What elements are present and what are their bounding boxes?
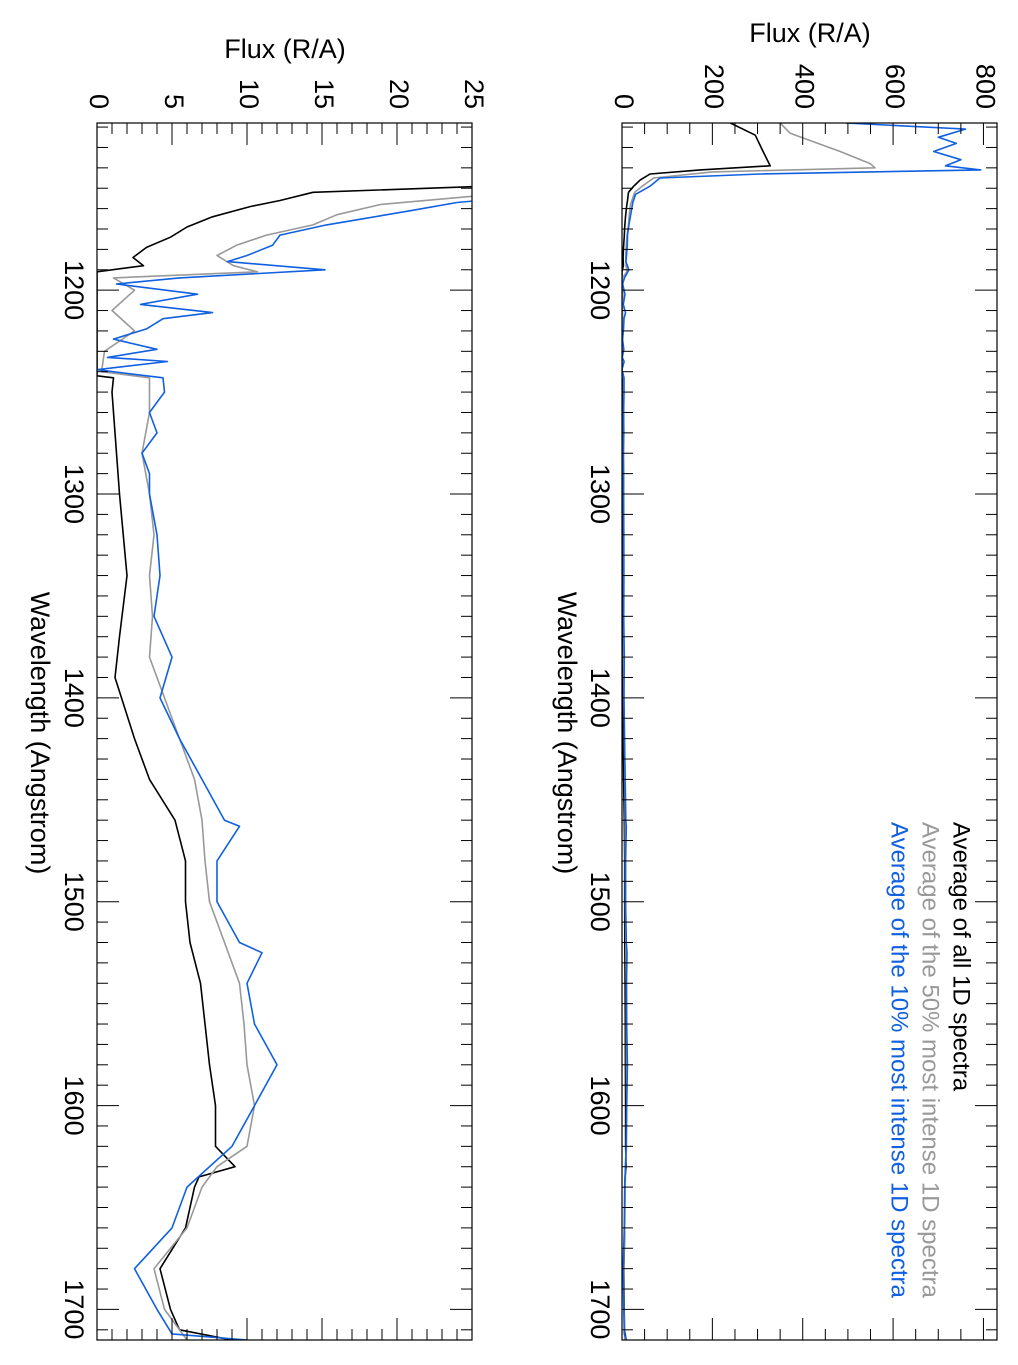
upper-panel: 0 200 400 600 800 1200 1300 1400 1500 1600 1700 Flu… [552, 18, 1000, 1341]
flux-tick-label: 0 [609, 94, 639, 109]
flux-tick-label: 25 [459, 79, 489, 109]
legend-entry-0: Average of all 1D spectra [948, 822, 975, 1092]
wavelength-tick-label: 1500 [585, 872, 615, 932]
flux-tick-label: 600 [880, 64, 910, 109]
wavelength-tick-label: 1600 [59, 1076, 89, 1136]
series-line-0 [622, 123, 771, 1340]
flux-tick-label: 0 [84, 94, 114, 109]
wavelength-tick-label: 1400 [59, 668, 89, 728]
series-line-0 [97, 185, 472, 1340]
flux-tick-label: 200 [699, 64, 729, 109]
flux-tick-label: 800 [970, 64, 1000, 109]
flux-axis-title: Flux (R/A) [224, 34, 346, 64]
wavelength-tick-label: 1200 [59, 260, 89, 320]
flux-axis-title: Flux (R/A) [749, 18, 871, 48]
wavelength-tick-label: 1200 [585, 260, 615, 320]
series-group [97, 185, 472, 1340]
flux-tick-label: 5 [159, 94, 189, 109]
wavelength-axis-title: Wavelength (Angstrom) [552, 592, 582, 875]
wavelength-tick-label: 1400 [585, 668, 615, 728]
legend-entry-2: Average of the 10% most intense 1D spect… [886, 822, 913, 1298]
wavelength-tick-label: 1700 [59, 1279, 89, 1339]
series-line-2 [622, 123, 982, 1340]
flux-tick-label: 10 [234, 79, 264, 109]
wavelength-axis-title: Wavelength (Angstrom) [25, 592, 55, 875]
wavelength-tick-label: 1300 [59, 464, 89, 524]
plot-frame [621, 122, 998, 1341]
wavelength-tick-label: 1500 [59, 872, 89, 932]
wavelength-tick-label: 1300 [585, 464, 615, 524]
legend-entry-1: Average of the 50% most intense 1D spect… [917, 822, 944, 1298]
series-line-1 [622, 123, 876, 1340]
flux-tick-label: 20 [384, 79, 414, 109]
lower-panel: 0 5 10 15 20 25 1200 1300 1400 1500 1600 1700 Flux (… [25, 34, 489, 1341]
wavelength-tick-label: 1600 [585, 1076, 615, 1136]
flux-tick-label: 15 [309, 79, 339, 109]
wavelength-tick-label: 1700 [585, 1279, 615, 1339]
plot-frame [96, 122, 473, 1341]
series-line-2 [97, 200, 472, 1340]
flux-tick-label: 400 [790, 64, 820, 109]
